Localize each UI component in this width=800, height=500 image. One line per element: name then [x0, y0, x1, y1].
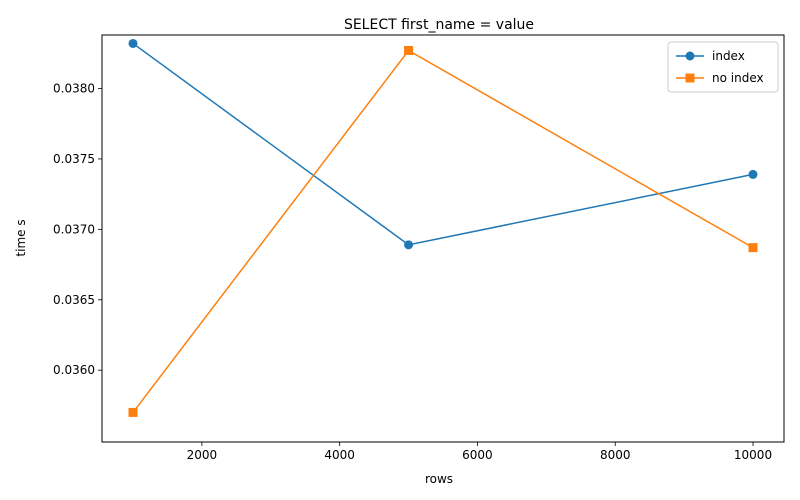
data-point-no-index [128, 407, 138, 417]
x-tick-label: 10000 [734, 448, 772, 462]
y-tick-label: 0.0370 [53, 222, 95, 236]
legend-label-index: index [712, 49, 745, 63]
plot-frame [101, 34, 785, 443]
legend-label-no-index: no index [712, 71, 764, 85]
x-axis-ticks: 2000 4000 6000 8000 10000 [187, 442, 772, 462]
data-point-index [128, 38, 138, 48]
x-axis-label: rows [425, 472, 453, 486]
data-point-no-index [748, 243, 758, 253]
data-point-index [748, 169, 758, 179]
y-tick-label: 0.0380 [53, 82, 95, 96]
chart-title: SELECT first_name = value [344, 17, 534, 33]
y-tick-label: 0.0375 [53, 152, 95, 166]
x-tick-label: 8000 [600, 448, 631, 462]
series-layer [128, 38, 758, 417]
data-point-no-index [404, 45, 414, 55]
legend-marker-no-index [685, 73, 695, 83]
y-axis-label: time s [14, 219, 28, 256]
y-tick-label: 0.0365 [53, 293, 95, 307]
legend-marker-index [685, 51, 695, 61]
x-tick-label: 4000 [324, 448, 355, 462]
y-tick-label: 0.0360 [53, 363, 95, 377]
x-tick-label: 2000 [187, 448, 218, 462]
x-tick-label: 6000 [462, 448, 493, 462]
data-point-index [404, 240, 414, 250]
y-axis-ticks: 0.0360 0.0365 0.0370 0.0375 0.0380 [53, 82, 102, 377]
legend: index no index [667, 41, 779, 93]
legend-box [667, 41, 779, 93]
